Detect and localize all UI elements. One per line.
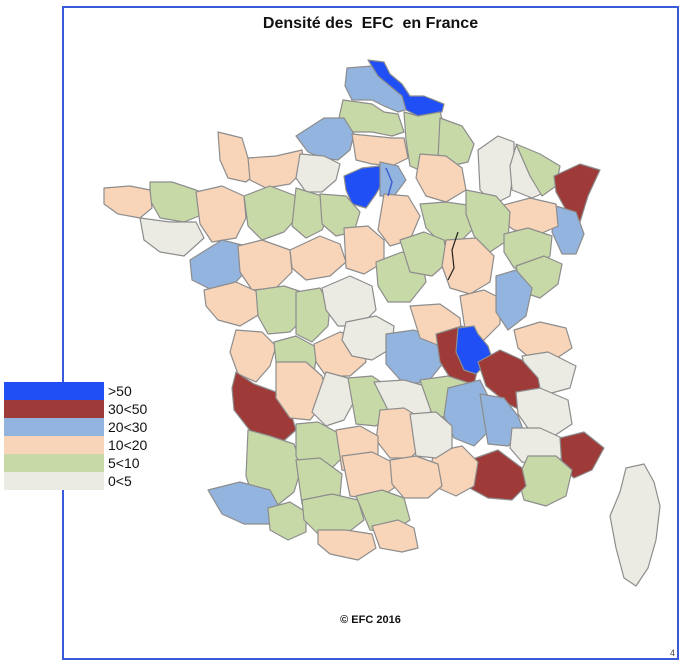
- legend-label: >50: [108, 383, 132, 399]
- department-shape: [317, 529, 377, 561]
- department-shape: [139, 217, 205, 257]
- department-shape: [103, 185, 153, 219]
- legend-item: 10<20: [4, 436, 147, 454]
- department-shape: [343, 165, 385, 209]
- copyright-text: © EFC 2016: [340, 614, 401, 626]
- department-shape: [267, 501, 307, 541]
- department-shape: [243, 185, 301, 241]
- legend-swatch: [4, 418, 104, 436]
- departments-layer: [103, 59, 661, 587]
- department-shape: [289, 235, 347, 281]
- department-shape: [341, 315, 395, 361]
- department-shape: [465, 189, 511, 253]
- department-shape: [367, 59, 445, 117]
- department-shape: [609, 463, 661, 587]
- department-shape: [371, 519, 419, 553]
- department-shape: [441, 237, 495, 295]
- department-shape: [295, 287, 331, 343]
- legend-swatch: [4, 382, 104, 400]
- legend-item: 20<30: [4, 418, 147, 436]
- legend-label: 10<20: [108, 437, 148, 453]
- legend-swatch: [4, 400, 104, 418]
- department-shape: [517, 455, 573, 507]
- legend-item: 30<50: [4, 400, 147, 418]
- department-shape: [195, 185, 247, 243]
- department-shape: [389, 455, 443, 499]
- legend-swatch: [4, 454, 104, 472]
- department-shape: [351, 133, 409, 167]
- department-shape: [515, 387, 573, 437]
- boundary-line: [385, 167, 393, 197]
- department-shape: [379, 161, 407, 197]
- legend-label: 30<50: [108, 401, 148, 417]
- legend-item: 0<5: [4, 472, 147, 490]
- department-shape: [341, 451, 395, 501]
- legend-label: 20<30: [108, 419, 148, 435]
- department-shape: [229, 329, 277, 383]
- legend-swatch: [4, 472, 104, 490]
- page-number: 4: [669, 648, 675, 658]
- legend-swatch: [4, 436, 104, 454]
- legend: >50 30<50 20<30 10<20 5<10 0<5: [4, 382, 147, 490]
- department-shape: [247, 149, 305, 189]
- department-shape: [419, 201, 477, 243]
- legend-item: 5<10: [4, 454, 147, 472]
- department-shape: [295, 153, 341, 193]
- legend-label: 5<10: [108, 455, 140, 471]
- legend-label: 0<5: [108, 473, 132, 489]
- legend-item: >50: [4, 382, 147, 400]
- department-shape: [237, 239, 293, 291]
- map-title: Densité des EFC en France: [262, 15, 479, 32]
- department-shape: [551, 205, 585, 255]
- department-shape: [495, 269, 533, 331]
- department-shape: [513, 321, 573, 361]
- department-shape: [203, 281, 261, 327]
- department-shape: [301, 493, 365, 535]
- department-shape: [415, 153, 467, 203]
- department-shape: [295, 117, 355, 161]
- boundary-line: [447, 231, 459, 281]
- department-shape: [553, 163, 601, 223]
